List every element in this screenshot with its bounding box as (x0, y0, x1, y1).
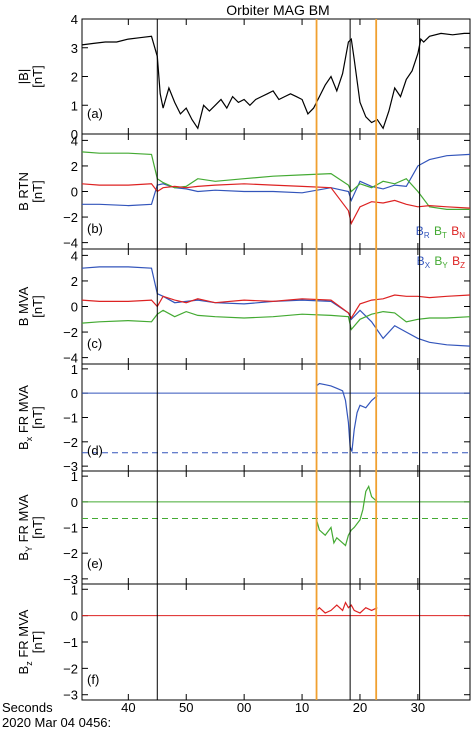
y-tick-label: −3 (63, 688, 78, 703)
y-tick-label: −2 (63, 435, 78, 450)
y-tick-label: 2 (71, 159, 78, 174)
panel-label: (d) (87, 443, 103, 458)
series-line-0 (315, 484, 378, 547)
panel-e: −3 −2 −1 0 1 BY FR MVA[nT] (e) (16, 469, 471, 587)
legend: BR BT BN (416, 224, 466, 240)
y-tick-label: 0 (71, 185, 78, 200)
panel-frame (81, 18, 471, 135)
y-axis-label: BY FR MVA[nT] (16, 494, 45, 561)
panel-frame (81, 470, 471, 585)
x-tick-label: 40 (121, 700, 135, 715)
x-tick-label: 10 (295, 700, 309, 715)
panel-label: (e) (87, 556, 103, 571)
y-tick-label: −2 (63, 210, 78, 225)
series-line-2 (81, 183, 471, 226)
chart-title: Orbiter MAG BM (226, 2, 329, 18)
y-tick-label: 0 (71, 609, 78, 624)
series-line-0 (82, 153, 471, 207)
y-tick-label: 1 (71, 469, 78, 484)
x-axis: 40 50 00 10 20 30 (121, 700, 425, 715)
y-tick-label: 1 (71, 362, 78, 377)
panel-label: (b) (87, 221, 103, 236)
y-tick-label: −4 (63, 236, 78, 251)
series-line-0 (316, 382, 378, 452)
x-tick-label: 50 (179, 700, 193, 715)
panel-d: −3 −2 −1 0 1 Bx FR MVA[nT] (d) (16, 362, 471, 474)
y-axis-label: Bz FR MVA[nT] (16, 609, 45, 674)
y-axis-label: B RTN[nT] (16, 172, 45, 211)
y-tick-label: −3 (63, 459, 78, 474)
series-line-0 (316, 601, 378, 614)
panel-f: −3 −2 −1 0 1 Bz FR MVA[nT] (f) (16, 582, 471, 703)
y-tick-label: 4 (71, 12, 78, 27)
y-axis-label: Bx FR MVA[nT] (16, 385, 45, 450)
panel-frame (81, 248, 471, 365)
y-tick-label: 0 (71, 495, 78, 510)
y-axis-label: B MVA[nT] (16, 286, 45, 326)
y-tick-label: −1 (63, 635, 78, 650)
panel-c: −4 −2 0 2 4 B MVA[nT] (c) BX BY BZ (16, 248, 471, 366)
x-tick-label: 00 (237, 700, 251, 715)
y-tick-label: −1 (63, 411, 78, 426)
y-tick-label: −1 (63, 521, 78, 536)
panel-label: (c) (87, 336, 102, 351)
series-line-1 (81, 151, 470, 210)
y-tick-label: 0 (71, 127, 78, 142)
x-tick-label: 30 (411, 700, 425, 715)
y-tick-label: 1 (71, 98, 78, 113)
panel-frame (81, 583, 471, 701)
y-tick-label: 4 (71, 248, 78, 263)
series-line-0 (81, 32, 470, 130)
x-tick-label: 20 (353, 700, 367, 715)
series-line-0 (81, 266, 471, 347)
panel-label: (a) (87, 106, 103, 121)
panel-b: −4 −2 0 2 4 B RTN[nT] (b) BR BT BN (16, 133, 471, 251)
panel-frame (81, 363, 471, 472)
y-axis-label: |B|[nT] (16, 65, 45, 87)
y-tick-label: −2 (63, 546, 78, 561)
y-tick-label: 4 (71, 133, 78, 148)
y-tick-label: 0 (71, 300, 78, 315)
date-label: 2020 Mar 04 0456: (2, 715, 111, 730)
y-tick-label: 0 (71, 386, 78, 401)
y-tick-label: 3 (71, 41, 78, 56)
seconds-label: Seconds (2, 700, 53, 715)
y-tick-label: 1 (71, 582, 78, 597)
panel-a: 0 1 2 3 4 |B|[nT] (a) (16, 12, 471, 142)
panels: 0 1 2 3 4 |B|[nT] (a) −4 −2 0 2 4 B RTN[nT] (b) BR BT … (16, 12, 471, 703)
y-tick-label: 2 (71, 70, 78, 85)
y-tick-label: −2 (63, 661, 78, 676)
y-tick-label: −4 (63, 351, 78, 366)
legend: BX BY BZ (417, 254, 466, 270)
series-line-2 (81, 294, 471, 320)
event-lines (156, 19, 421, 700)
y-tick-label: 2 (71, 274, 78, 289)
series-line-1 (81, 309, 471, 331)
y-tick-label: −3 (63, 572, 78, 587)
y-tick-label: −2 (63, 325, 78, 340)
panel-label: (f) (87, 672, 99, 687)
